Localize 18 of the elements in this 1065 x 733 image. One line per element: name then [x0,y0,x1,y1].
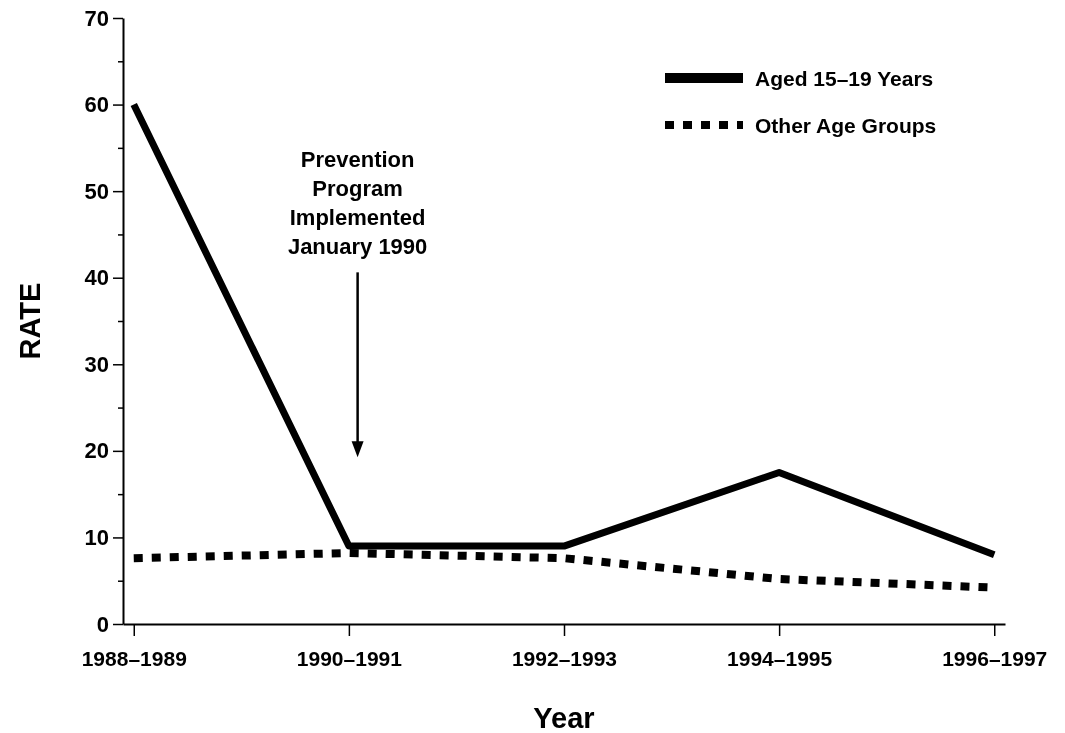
y-tick-label: 30 [84,351,109,377]
x-tick-label: 1990–1991 [296,647,403,671]
y-tick-label: 50 [84,178,109,204]
y-tick-label: 10 [84,524,109,550]
y-tick-label: 60 [84,92,109,118]
x-tick-label: 1988–1989 [81,647,187,671]
legend-label: Aged 15–19 Years [755,67,934,90]
y-axis-title: RATE [14,282,46,360]
annotation: Prevention Program Implemented January 1990 [287,147,428,260]
y-tick-label: 40 [84,265,109,291]
x-axis-title: Year [533,702,595,733]
x-tick-label: 1996–1997 [942,647,1048,671]
y-tick-label: 0 [96,611,109,637]
legend-label: Other Age Groups [755,114,937,137]
y-tick-label: 20 [84,438,109,464]
y-tick-label: 70 [84,5,109,31]
x-tick-label: 1994–1995 [727,647,833,671]
x-tick-label: 1992–1993 [511,647,618,671]
